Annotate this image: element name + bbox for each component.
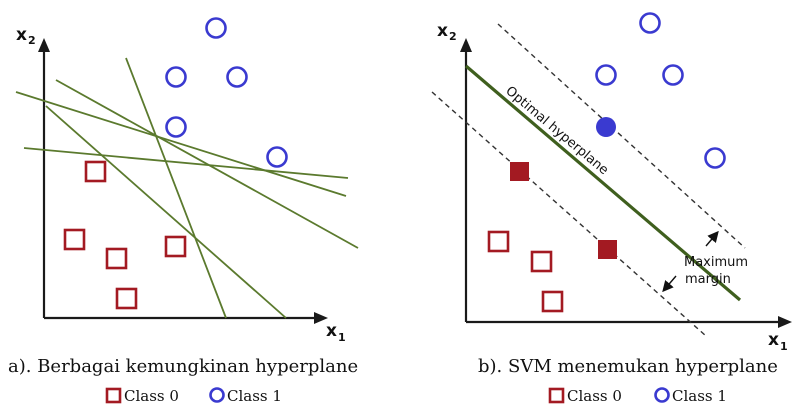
panel-a-caption: a). Berbagai kemungkinan hyperplane	[8, 356, 358, 377]
panel-a-y-sub: 2	[28, 34, 36, 47]
class0-point	[541, 290, 564, 313]
panel-b-y-sub: 2	[449, 30, 457, 43]
legend-class1-swatch	[209, 387, 225, 403]
class1-point	[704, 147, 726, 169]
panel-b-x-arrow	[778, 316, 792, 328]
maximum-margin-label-2: margin	[685, 272, 731, 287]
optimal-hyperplane	[464, 64, 742, 302]
legend-class1-swatch	[654, 387, 670, 403]
panel-a-y-label: x	[16, 25, 27, 45]
panel-b-caption: b). SVM menemukan hyperplane	[478, 356, 778, 377]
legend-class0-label: Class 0	[124, 387, 179, 405]
class1-point	[266, 146, 288, 168]
class0-point	[530, 250, 553, 273]
lower-margin-boundary	[431, 91, 707, 337]
class1-support-vector	[596, 117, 616, 137]
class0-point	[164, 235, 187, 258]
panel-a-x-label: x	[326, 321, 337, 341]
hyperplane-line-2	[23, 147, 349, 179]
class1-point	[165, 116, 187, 138]
legend-class1-label: Class 1	[227, 387, 282, 405]
panel-b-x-label: x	[768, 330, 779, 350]
class1-point	[205, 17, 227, 39]
upper-margin-boundary	[497, 23, 746, 249]
panel-a-x-sub: 1	[338, 331, 346, 344]
legend-class0-swatch	[548, 387, 565, 404]
legend-class1-label: Class 1	[672, 387, 727, 405]
panel-a-y-arrow	[38, 38, 50, 52]
class1-point	[639, 12, 661, 34]
panel-b-y-label: x	[437, 21, 448, 41]
class1-point	[165, 66, 187, 88]
class0-point	[115, 287, 138, 310]
hyperplane-line-1	[15, 91, 347, 197]
margin-arrow-down	[662, 275, 677, 293]
hyperplane-line-4	[45, 105, 287, 319]
class0-point	[84, 160, 107, 183]
class0-support-vector	[510, 162, 529, 181]
legend-class0-swatch	[105, 387, 122, 404]
panel-a-x-arrow	[314, 312, 328, 324]
class0-point	[63, 228, 86, 251]
hyperplane-line-3	[55, 79, 359, 249]
class0-support-vector	[598, 240, 617, 259]
hyperplane-line-5	[125, 57, 227, 319]
panel-b: x 2 x 1 Optimal hyperplane Maximum margi…	[431, 12, 792, 405]
class0-point	[487, 230, 510, 253]
margin-arrow-up	[705, 230, 719, 247]
panel-a: x 2 x 1 a). Berbagai kemungkinan hyperpl…	[8, 17, 359, 405]
class1-point	[595, 64, 617, 86]
panel-b-x-sub: 1	[780, 340, 788, 353]
class1-point	[662, 64, 684, 86]
maximum-margin-label-1: Maximum	[684, 255, 748, 270]
legend-class0-label: Class 0	[567, 387, 622, 405]
class0-point	[105, 247, 128, 270]
panel-b-y-arrow	[460, 38, 472, 52]
class1-point	[226, 66, 248, 88]
